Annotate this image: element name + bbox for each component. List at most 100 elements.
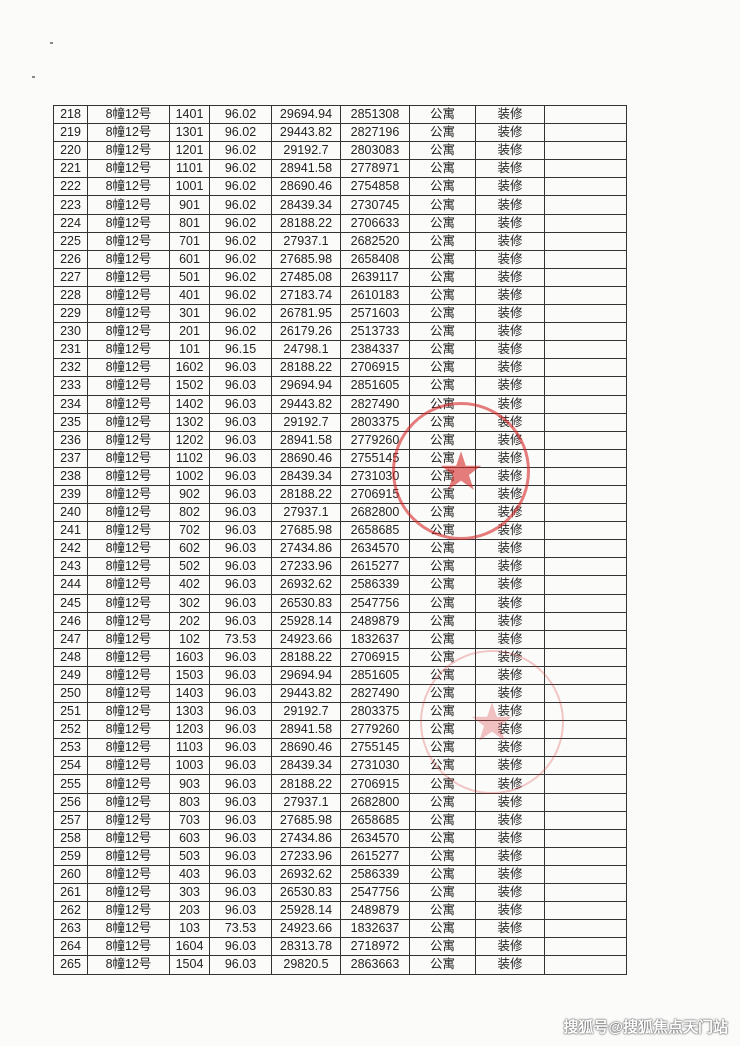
decoration-cell: 装修 <box>475 358 545 378</box>
room-number-cell: 301 <box>169 304 210 324</box>
area-cell: 96.03 <box>209 412 272 432</box>
table-row: 260 8幢12号 403 96.03 26932.62 2586339 公寓 装修 <box>53 864 627 885</box>
decoration-cell: 装修 <box>475 864 545 885</box>
remarks-cell <box>544 665 627 686</box>
row-number-cell: 236 <box>53 430 88 450</box>
room-number-cell: 302 <box>169 593 210 613</box>
remarks-cell <box>544 774 627 794</box>
total-price-cell: 2706915 <box>340 647 410 667</box>
total-price-cell: 2682520 <box>340 231 410 251</box>
row-number-cell: 225 <box>53 231 88 251</box>
building-unit-cell: 8幢12号 <box>87 249 170 269</box>
table-row: 238 8幢12号 1002 96.03 28439.34 2731030 公寓 装修 <box>53 466 627 486</box>
property-type-cell: 公寓 <box>409 557 476 577</box>
row-number-cell: 252 <box>53 720 88 740</box>
remarks-cell <box>544 159 627 179</box>
table-row: 261 8幢12号 303 96.03 26530.83 2547756 公寓 装修 <box>53 883 627 903</box>
area-cell: 96.03 <box>209 394 272 414</box>
remarks-cell <box>544 285 627 306</box>
table-row: 240 8幢12号 802 96.03 27937.1 2682800 公寓 装修 <box>53 503 627 523</box>
remarks-cell <box>544 683 627 704</box>
building-unit-cell: 8幢12号 <box>87 846 170 866</box>
remarks-cell <box>544 720 627 740</box>
total-price-cell: 2827196 <box>340 123 410 143</box>
room-number-cell: 801 <box>169 213 210 233</box>
room-number-cell: 702 <box>169 521 210 541</box>
building-unit-cell: 8幢12号 <box>87 123 170 143</box>
remarks-cell <box>544 484 627 505</box>
remarks-cell <box>544 213 627 233</box>
area-cell: 96.03 <box>209 575 272 595</box>
area-cell: 96.02 <box>209 213 272 233</box>
row-number-cell: 229 <box>53 304 88 324</box>
area-cell: 96.03 <box>209 683 272 704</box>
unit-price-cell: 29443.82 <box>271 394 341 414</box>
unit-price-cell: 28188.22 <box>271 647 341 667</box>
property-type-cell: 公寓 <box>409 864 476 885</box>
room-number-cell: 201 <box>169 322 210 342</box>
table-row: 234 8幢12号 1402 96.03 29443.82 2827490 公寓 装修 <box>53 394 627 414</box>
property-type-cell: 公寓 <box>409 249 476 269</box>
area-cell: 96.03 <box>209 557 272 577</box>
room-number-cell: 1303 <box>169 702 210 722</box>
decoration-cell: 装修 <box>475 955 545 975</box>
row-number-cell: 221 <box>53 159 88 179</box>
area-cell: 96.03 <box>209 430 272 450</box>
row-number-cell: 230 <box>53 322 88 342</box>
decoration-cell: 装修 <box>475 159 545 179</box>
total-price-cell: 2779260 <box>340 720 410 740</box>
table-row: 249 8幢12号 1503 96.03 29694.94 2851605 公寓 装修 <box>53 665 627 686</box>
property-type-cell: 公寓 <box>409 738 476 758</box>
decoration-cell: 装修 <box>475 322 545 342</box>
remarks-cell <box>544 267 627 287</box>
unit-price-cell: 24923.66 <box>271 629 341 649</box>
area-cell: 96.15 <box>209 340 272 360</box>
area-cell: 96.03 <box>209 665 272 686</box>
row-number-cell: 223 <box>53 195 88 215</box>
total-price-cell: 2586339 <box>340 575 410 595</box>
decoration-cell: 装修 <box>475 575 545 595</box>
row-number-cell: 218 <box>53 104 88 125</box>
table-row: 263 8幢12号 103 73.53 24923.66 1832637 公寓 装修 <box>53 919 627 939</box>
row-number-cell: 261 <box>53 883 88 903</box>
area-cell: 96.03 <box>209 484 272 505</box>
decoration-cell: 装修 <box>475 756 545 776</box>
row-number-cell: 255 <box>53 774 88 794</box>
total-price-cell: 2718972 <box>340 937 410 957</box>
building-unit-cell: 8幢12号 <box>87 177 170 197</box>
row-number-cell: 241 <box>53 521 88 541</box>
room-number-cell: 901 <box>169 195 210 215</box>
room-number-cell: 1504 <box>169 955 210 975</box>
unit-price-cell: 29694.94 <box>271 376 341 396</box>
unit-price-cell: 27485.08 <box>271 267 341 287</box>
remarks-cell <box>544 521 627 541</box>
property-type-cell: 公寓 <box>409 828 476 848</box>
building-unit-cell: 8幢12号 <box>87 466 170 486</box>
building-unit-cell: 8幢12号 <box>87 358 170 378</box>
table-row: 236 8幢12号 1202 96.03 28941.58 2779260 公寓 装修 <box>53 430 627 450</box>
unit-price-cell: 27434.86 <box>271 539 341 559</box>
row-number-cell: 244 <box>53 575 88 595</box>
unit-price-cell: 27685.98 <box>271 810 341 830</box>
unit-price-cell: 29820.5 <box>271 955 341 975</box>
remarks-cell <box>544 792 627 812</box>
property-type-cell: 公寓 <box>409 629 476 649</box>
room-number-cell: 1203 <box>169 720 210 740</box>
decoration-cell: 装修 <box>475 611 545 631</box>
unit-price-cell: 28439.34 <box>271 195 341 215</box>
total-price-cell: 2489879 <box>340 901 410 921</box>
property-type-cell: 公寓 <box>409 394 476 414</box>
room-number-cell: 602 <box>169 539 210 559</box>
building-unit-cell: 8幢12号 <box>87 919 170 939</box>
decoration-cell: 装修 <box>475 919 545 939</box>
remarks-cell <box>544 593 627 613</box>
area-cell: 96.03 <box>209 358 272 378</box>
remarks-cell <box>544 322 627 342</box>
table-row: 251 8幢12号 1303 96.03 29192.7 2803375 公寓 装修 <box>53 702 627 722</box>
row-number-cell: 237 <box>53 448 88 468</box>
area-cell: 96.03 <box>209 937 272 957</box>
unit-price-cell: 28690.46 <box>271 177 341 197</box>
property-type-cell: 公寓 <box>409 919 476 939</box>
building-unit-cell: 8幢12号 <box>87 195 170 215</box>
unit-price-cell: 28690.46 <box>271 448 341 468</box>
